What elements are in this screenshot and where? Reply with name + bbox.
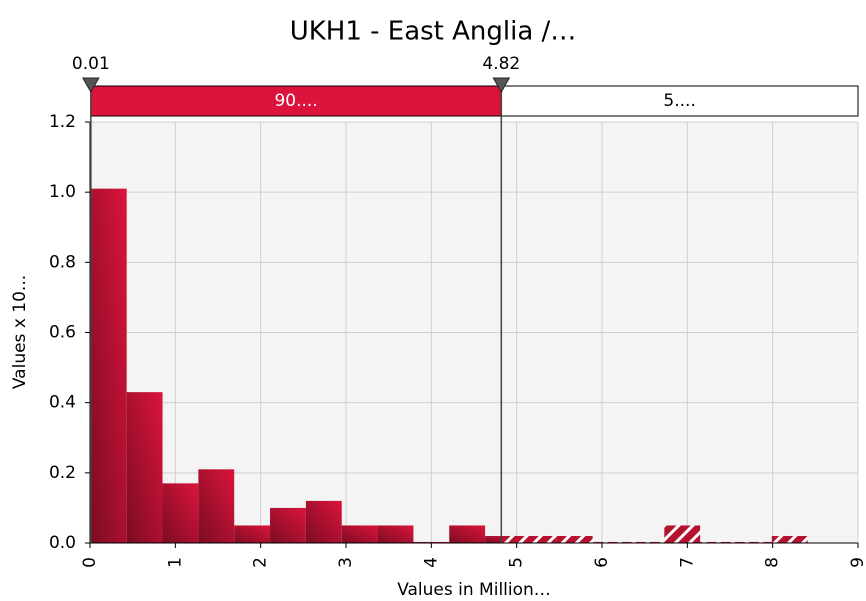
x-tick-label: 6 — [592, 557, 612, 568]
bar — [198, 469, 235, 543]
bar-hatch — [501, 535, 521, 543]
y-tick-label: 1.2 — [49, 112, 76, 132]
x-tick-label: 3 — [336, 557, 356, 568]
y-axis-label: Values x 10... — [10, 275, 30, 389]
x-tick-label: 2 — [251, 557, 271, 568]
y-tick-label: 0.2 — [49, 463, 76, 483]
bar — [556, 535, 593, 543]
bar — [592, 541, 629, 543]
bar — [162, 483, 199, 543]
x-tick-label: 5 — [507, 557, 527, 568]
delimiter-label: 0.01 — [72, 54, 110, 74]
chart-title: UKH1 - East Anglia /… — [290, 17, 577, 47]
y-tick-label: 1.0 — [49, 182, 76, 202]
bar — [449, 525, 486, 543]
bar — [234, 525, 271, 543]
bar — [520, 535, 557, 543]
band-right — [500, 85, 859, 117]
bar — [413, 541, 450, 543]
band-label: 5.... — [663, 91, 695, 111]
delimiter-handle — [492, 77, 511, 94]
bar — [700, 541, 736, 543]
x-tick-label: 4 — [421, 557, 441, 568]
bar — [628, 541, 665, 543]
bar — [90, 188, 127, 544]
band-left — [90, 85, 502, 117]
bar — [341, 525, 378, 543]
bar — [126, 392, 163, 543]
bar — [305, 500, 342, 543]
bar — [735, 541, 772, 543]
y-tick-label: 0.6 — [49, 323, 76, 343]
x-tick-label: 9 — [848, 557, 866, 568]
band-label: 90.... — [274, 91, 317, 111]
delimiter-handle — [81, 77, 100, 94]
y-tick-label: 0.0 — [49, 533, 76, 553]
y-tick-label: 0.4 — [49, 393, 76, 413]
x-tick-label: 0 — [80, 557, 100, 568]
x-axis-label: Values in Million… — [397, 580, 551, 600]
delimiter-label: 4.82 — [482, 54, 520, 74]
bar — [664, 525, 701, 543]
x-tick-label: 8 — [763, 557, 783, 568]
bar — [377, 525, 414, 543]
x-tick-label: 7 — [677, 557, 697, 568]
y-tick-label: 0.8 — [49, 252, 76, 272]
bar — [771, 535, 808, 543]
x-tick-label: 1 — [165, 557, 185, 568]
bar — [270, 507, 306, 543]
